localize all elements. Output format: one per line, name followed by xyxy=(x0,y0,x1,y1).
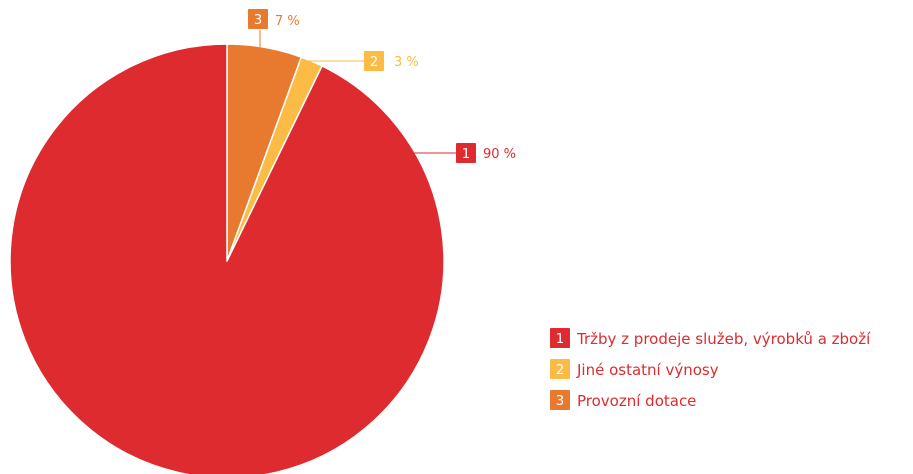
callout-2: 2 3 % xyxy=(298,51,419,71)
legend-item-2: 2 Jiné ostatní výnosy xyxy=(550,359,719,379)
legend-swatch xyxy=(550,390,570,410)
pie-slices xyxy=(9,43,445,474)
callout-value-label: 90 % xyxy=(483,147,516,162)
callout-badge xyxy=(456,143,476,163)
callout-value-label: 3 % xyxy=(394,55,419,70)
legend-number: 1 xyxy=(556,332,564,347)
callout-1: 1 90 % xyxy=(372,143,516,163)
callout-badge xyxy=(364,51,384,71)
slice-callouts: 1 90 % 2 3 % 3 7 % xyxy=(248,9,516,163)
legend-swatch xyxy=(550,328,570,348)
legend-number: 2 xyxy=(556,363,564,378)
callout-badge xyxy=(248,9,268,29)
legend-label: Provozní dotace xyxy=(577,392,696,410)
pie-slice-1 xyxy=(9,43,445,474)
legend-item-3: 3 Provozní dotace xyxy=(550,390,696,410)
legend-label: Tržby z prodeje služeb, výrobků a zboží xyxy=(576,330,871,348)
callout-badge-number: 3 xyxy=(254,13,262,28)
callout-badge-number: 1 xyxy=(462,147,470,162)
legend-number: 3 xyxy=(556,394,564,409)
legend-label: Jiné ostatní výnosy xyxy=(576,361,719,379)
callout-3: 3 7 % xyxy=(248,9,300,91)
legend-item-1: 1 Tržby z prodeje služeb, výrobků a zboží xyxy=(550,328,871,348)
legend-swatch xyxy=(550,359,570,379)
callout-badge-number: 2 xyxy=(370,55,378,70)
callout-value-label: 7 % xyxy=(275,14,300,29)
legend: 1 Tržby z prodeje služeb, výrobků a zboží… xyxy=(550,328,871,410)
